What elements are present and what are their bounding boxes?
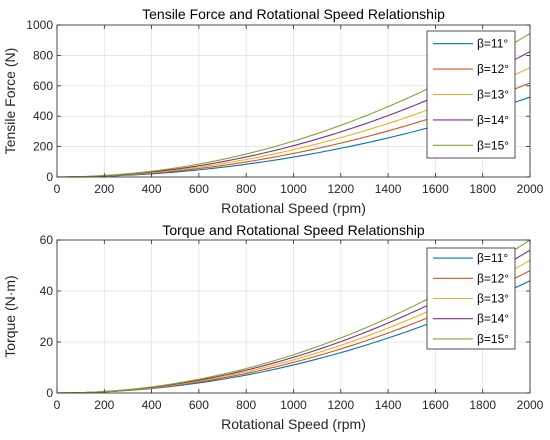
x-tick-label: 1000: [280, 182, 307, 196]
y-tick-label: 0: [46, 386, 53, 400]
y-tick-label: 40: [40, 284, 54, 298]
y-tick-label: 200: [33, 140, 53, 154]
x-tick-label: 1200: [327, 398, 354, 412]
legend-label-5: β=15°: [477, 332, 509, 346]
chart-panel-1: 0 200 400 600 800 1000 1200 1400 1600 1800 2000 0 20…: [2, 6, 544, 216]
legend-label-4: β=14°: [477, 312, 509, 326]
chart-title: Tensile Force and Rotational Speed Relat…: [142, 6, 445, 22]
chart-panel-2: 0 200 400 600 800 1000 1200 1400 1600 1800 2000 0 20…: [2, 222, 544, 432]
x-tick-label: 1400: [375, 398, 402, 412]
x-tick-label: 200: [94, 398, 114, 412]
x-tick-label: 600: [189, 398, 209, 412]
legend-label-1: β=11°: [477, 251, 508, 265]
y-tick-label: 800: [33, 48, 53, 62]
legend-label-3: β=13°: [477, 292, 509, 306]
y-tick-label: 20: [40, 335, 54, 349]
y-tick-label: 400: [33, 109, 53, 123]
x-tick-label: 0: [54, 398, 61, 412]
legend-label-5: β=15°: [477, 138, 509, 152]
x-tick-label: 600: [189, 182, 209, 196]
legend: β=11° β=12° β=13° β=14° β=15°: [426, 30, 516, 159]
y-axis-label: Tensile Force (N): [2, 48, 18, 155]
y-axis-label: Torque (N·m): [2, 275, 18, 357]
x-tick-label: 200: [94, 182, 114, 196]
legend-label-4: β=14°: [477, 113, 509, 127]
x-tick-label: 800: [236, 182, 256, 196]
x-tick-label: 1600: [422, 398, 449, 412]
x-tick-label: 1600: [422, 182, 449, 196]
x-tick-label: 0: [54, 182, 61, 196]
x-tick-label: 1400: [375, 182, 402, 196]
x-tick-label: 1800: [469, 182, 496, 196]
y-tick-label: 1000: [26, 18, 53, 32]
ticks: 0 200 400 600 800 1000 1200 1400 1600 1800 2000 0 20…: [26, 18, 543, 196]
legend-label-2: β=12°: [477, 62, 509, 76]
y-tick-label: 600: [33, 79, 53, 93]
x-tick-label: 1200: [327, 182, 354, 196]
x-tick-label: 400: [142, 182, 162, 196]
x-tick-label: 2000: [517, 182, 544, 196]
ticks: 0 200 400 600 800 1000 1200 1400 1600 1800 2000 0 20…: [40, 233, 544, 412]
x-tick-label: 2000: [517, 398, 544, 412]
x-tick-label: 800: [236, 398, 256, 412]
legend-label-2: β=12°: [477, 271, 509, 285]
x-axis-label: Rotational Speed (rpm): [221, 200, 366, 216]
legend-label-3: β=13°: [477, 88, 509, 102]
legend: β=11° β=12° β=13° β=14° β=15°: [426, 247, 516, 350]
x-axis-label: Rotational Speed (rpm): [221, 416, 366, 432]
x-tick-label: 400: [142, 398, 162, 412]
y-tick-label: 0: [46, 170, 53, 184]
x-tick-label: 1000: [280, 398, 307, 412]
y-tick-label: 60: [40, 233, 54, 247]
x-tick-label: 1800: [469, 398, 496, 412]
legend-label-1: β=11°: [477, 37, 508, 51]
chart-title: Torque and Rotational Speed Relationship: [162, 222, 425, 238]
